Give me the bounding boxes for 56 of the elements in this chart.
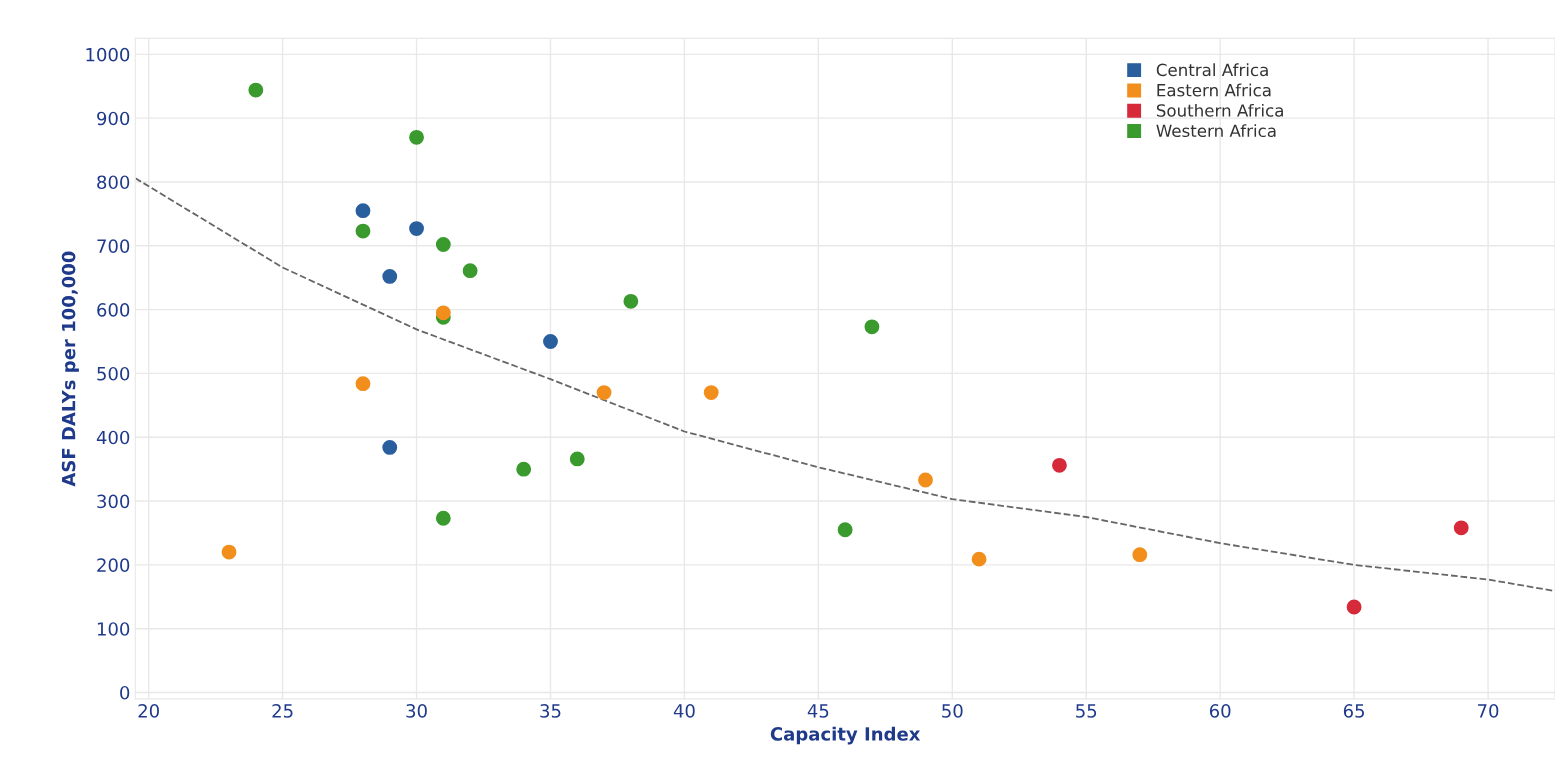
point <box>971 551 987 567</box>
y-tick-label: 700 <box>97 239 130 253</box>
point <box>221 544 237 560</box>
point <box>355 376 371 392</box>
point <box>355 223 371 239</box>
y-tick-label: 900 <box>97 111 130 126</box>
x-tick-label: 50 <box>942 704 963 718</box>
point <box>1346 599 1362 615</box>
point <box>623 293 639 309</box>
x-tick-label: 20 <box>138 704 159 718</box>
x-tick-label: 35 <box>540 704 561 718</box>
point <box>409 221 424 236</box>
y-tick-label: 0 <box>120 685 130 700</box>
point <box>864 319 880 335</box>
legend-label: Western Africa <box>1156 124 1276 138</box>
x-tick-label: 60 <box>1209 704 1231 718</box>
y-tick-label: 200 <box>97 558 130 572</box>
x-tick-label: 30 <box>406 704 427 718</box>
point <box>1453 520 1469 536</box>
x-tick-label: 40 <box>673 704 695 718</box>
point <box>382 269 398 284</box>
x-tick-label: 70 <box>1478 704 1499 718</box>
y-axis-title: ASF DALYs per 100,000 <box>61 251 79 487</box>
point <box>543 334 558 349</box>
x-tick-label: 65 <box>1343 704 1365 718</box>
point <box>569 451 585 467</box>
point <box>837 522 853 538</box>
y-tick-label: 100 <box>97 622 130 636</box>
point <box>409 129 424 145</box>
point <box>918 472 933 488</box>
y-tick-label: 1000 <box>86 47 130 62</box>
x-tick-label: 45 <box>807 704 829 718</box>
point <box>435 305 451 321</box>
point <box>382 440 398 455</box>
point <box>516 461 532 477</box>
x-tick-label: 55 <box>1076 704 1097 718</box>
point <box>462 263 478 279</box>
point <box>435 237 451 252</box>
point <box>1132 547 1148 563</box>
x-axis-title: Capacity Index <box>770 726 921 745</box>
y-tick-label: 500 <box>97 366 130 381</box>
legend-label: Southern Africa <box>1156 103 1283 117</box>
legend-label: Eastern Africa <box>1157 83 1271 97</box>
x-tick-label: 25 <box>272 704 293 718</box>
point <box>435 510 451 526</box>
legend-label: Central Africa <box>1156 63 1268 77</box>
point <box>596 385 612 400</box>
y-tick-label: 300 <box>97 494 130 509</box>
y-tick-label: 800 <box>97 175 130 190</box>
y-tick-label: 400 <box>96 430 130 445</box>
point <box>248 82 264 98</box>
line-series <box>135 177 1555 592</box>
y-tick-label: 600 <box>97 303 130 317</box>
point <box>1052 457 1067 473</box>
point <box>355 203 371 219</box>
point <box>703 385 719 400</box>
